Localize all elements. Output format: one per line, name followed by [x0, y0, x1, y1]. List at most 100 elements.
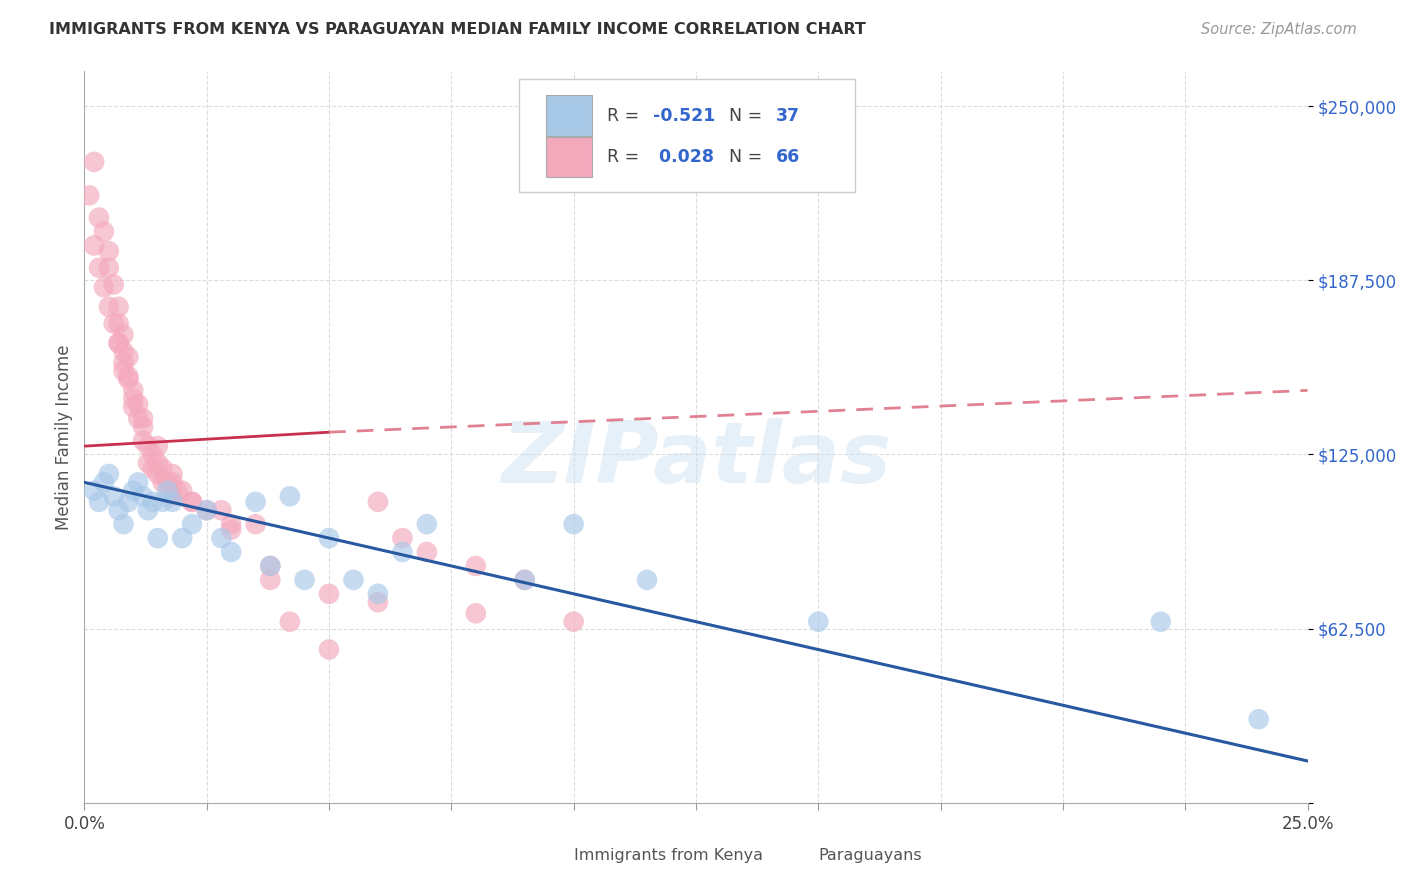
Point [181, 517, 204, 532]
Text: Immigrants from Kenya: Immigrants from Kenya [574, 848, 762, 863]
Point [136, 439, 159, 453]
Point [166, 483, 188, 498]
Point [416, 545, 439, 559]
Point [127, 411, 149, 425]
Point [245, 495, 267, 509]
Point [181, 495, 204, 509]
Point [112, 327, 135, 342]
Point [636, 573, 658, 587]
Point [132, 489, 155, 503]
Point [209, 531, 232, 545]
Point [219, 545, 242, 559]
Point [112, 364, 135, 378]
Point [87, 495, 110, 509]
Text: Paraguayans: Paraguayans [818, 848, 922, 863]
FancyBboxPatch shape [519, 78, 855, 192]
Bar [531, 839, 565, 871]
Point [367, 595, 389, 609]
Point [103, 489, 125, 503]
Point [146, 439, 169, 453]
Point [142, 495, 165, 509]
Point [112, 517, 135, 532]
Point [83, 155, 105, 169]
Point [259, 573, 281, 587]
Text: 0.028: 0.028 [654, 148, 714, 166]
Text: IMMIGRANTS FROM KENYA VS PARAGUAYAN MEDIAN FAMILY INCOME CORRELATION CHART: IMMIGRANTS FROM KENYA VS PARAGUAYAN MEDI… [49, 22, 866, 37]
Text: -0.521: -0.521 [654, 107, 716, 125]
Point [245, 517, 267, 532]
Point [152, 475, 174, 490]
Point [112, 344, 135, 359]
Point [83, 483, 105, 498]
Point [318, 587, 340, 601]
Point [87, 260, 110, 275]
Point [132, 434, 155, 448]
Point [93, 475, 115, 490]
Point [318, 531, 340, 545]
Point [464, 558, 486, 573]
Point [107, 503, 129, 517]
Point [112, 355, 135, 369]
Point [1150, 615, 1173, 629]
Point [172, 483, 194, 498]
Point [162, 467, 184, 481]
Point [318, 642, 340, 657]
Point [132, 411, 155, 425]
Point [136, 456, 159, 470]
Point [122, 384, 145, 398]
Point [342, 573, 364, 587]
Point [122, 400, 145, 414]
Point [367, 587, 389, 601]
Point [132, 419, 155, 434]
Point [181, 495, 204, 509]
Point [294, 573, 316, 587]
Point [464, 607, 486, 621]
Point [107, 336, 129, 351]
Point [127, 397, 149, 411]
Point [562, 517, 585, 532]
Point [97, 244, 120, 258]
Text: 37: 37 [776, 107, 800, 125]
Point [142, 448, 165, 462]
Point [146, 531, 169, 545]
Point [391, 545, 413, 559]
Point [209, 503, 232, 517]
Point [156, 483, 179, 498]
Point [142, 461, 165, 475]
Point [87, 211, 110, 225]
Point [807, 615, 830, 629]
Text: 66: 66 [776, 148, 800, 166]
Point [122, 483, 145, 498]
Text: Source: ZipAtlas.com: Source: ZipAtlas.com [1201, 22, 1357, 37]
Point [146, 456, 169, 470]
Point [93, 225, 115, 239]
Point [122, 392, 145, 406]
Bar [776, 839, 810, 871]
Point [127, 475, 149, 490]
Point [391, 531, 413, 545]
Text: R =: R = [606, 148, 644, 166]
Point [136, 503, 159, 517]
Point [367, 495, 389, 509]
Point [195, 503, 218, 517]
Point [152, 495, 174, 509]
Point [77, 188, 100, 202]
Point [103, 277, 125, 292]
Point [162, 475, 184, 490]
Point [83, 238, 105, 252]
Text: N =: N = [728, 107, 768, 125]
Y-axis label: Median Family Income: Median Family Income [55, 344, 73, 530]
Point [416, 517, 439, 532]
Text: N =: N = [728, 148, 768, 166]
Point [152, 461, 174, 475]
Point [93, 280, 115, 294]
Point [259, 558, 281, 573]
Point [97, 260, 120, 275]
Point [259, 558, 281, 573]
Point [117, 372, 139, 386]
Bar [546, 137, 592, 178]
Point [219, 517, 242, 532]
Point [146, 467, 169, 481]
Point [117, 369, 139, 384]
Text: ZIPatlas: ZIPatlas [501, 417, 891, 500]
